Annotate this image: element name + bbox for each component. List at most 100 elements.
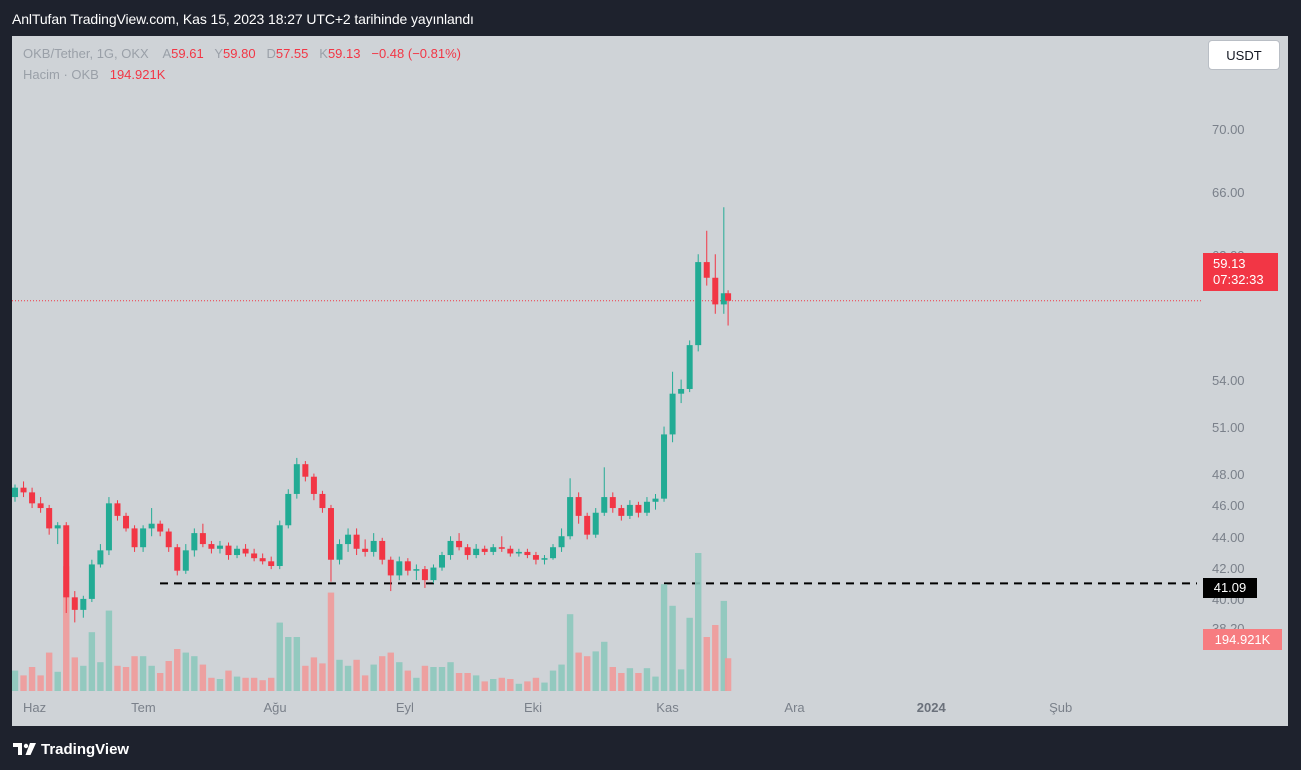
low-value: 57.55 [275, 46, 309, 61]
volume-bar [268, 677, 275, 691]
price-axis-label: 66.00 [1212, 185, 1245, 201]
volume-bar [259, 680, 266, 691]
candle-body [140, 528, 147, 548]
candle-body [165, 531, 172, 548]
candle-body [174, 547, 181, 571]
symbol-info[interactable]: OKB/Tether, 1G, OKX [23, 46, 149, 61]
candle-body [550, 547, 557, 559]
candle-body [216, 545, 223, 549]
price-axis-label: 42.00 [1212, 561, 1245, 577]
footer: TradingView [12, 739, 129, 759]
candle-body [618, 508, 625, 516]
volume-bar [174, 649, 181, 691]
last-price: 59.13 [1213, 256, 1246, 271]
brand-name[interactable]: TradingView [41, 740, 130, 758]
candle-body [208, 544, 215, 549]
volume-label[interactable]: Hacim · OKB [23, 67, 99, 82]
open-label: A [162, 46, 172, 61]
candle-body [490, 547, 497, 552]
volume-legend: Hacim · OKB 194.921K [23, 67, 165, 82]
candle-body [686, 345, 693, 389]
candle-body [421, 569, 428, 581]
volume-bar [379, 656, 386, 691]
volume-bar [430, 667, 437, 691]
time-axis-label: Ağu [263, 700, 287, 715]
tradingview-logo-icon[interactable] [12, 741, 38, 757]
volume-badge: 194.921K [1203, 629, 1282, 650]
candle-body [97, 550, 104, 565]
price-axis-label: 70.00 [1212, 122, 1245, 138]
volume-bar [575, 652, 582, 691]
volume-bar [515, 683, 523, 691]
volume-bar [156, 673, 164, 691]
candle-body [635, 504, 642, 513]
candle-body [601, 497, 608, 513]
candle-body [584, 515, 591, 535]
candle-body [507, 548, 514, 554]
candle-body [532, 555, 539, 560]
candle-body [353, 534, 360, 549]
candle-body [191, 533, 198, 551]
candle-body [20, 487, 27, 493]
candle-body [276, 525, 283, 567]
candle-body [131, 528, 138, 548]
price-axis-label: 54.00 [1212, 373, 1245, 389]
volume-bar [97, 662, 104, 691]
time-axis-label: 2024 [916, 700, 946, 715]
candle-body [259, 558, 266, 562]
candle-body [413, 569, 420, 571]
candle-body [71, 597, 78, 610]
volume-bar [507, 679, 514, 691]
open-value: 59.61 [171, 46, 204, 61]
candle-body [302, 464, 309, 477]
price-axis-label: 46.00 [1212, 498, 1245, 514]
volume-bar [472, 675, 480, 691]
volume-bar [541, 682, 548, 691]
candle-body [592, 512, 599, 535]
candle-body [225, 545, 232, 556]
volume-bar [225, 670, 232, 691]
volume-bar [703, 637, 710, 691]
time-axis-label: Kas [656, 700, 679, 715]
volume-bar [63, 566, 70, 691]
volume-bar [71, 657, 78, 691]
volume-bar [276, 622, 283, 691]
candle-body [652, 498, 659, 502]
volume-bar [566, 614, 574, 691]
candle-body [379, 540, 386, 560]
candle-body [46, 508, 53, 529]
price-chart[interactable] [12, 36, 1288, 726]
volume-bar [396, 662, 403, 691]
volume-bar [191, 656, 198, 691]
volume-bar [131, 656, 138, 691]
price-axis-label: 48.00 [1212, 467, 1245, 483]
time-axis-label: Haz [23, 700, 47, 715]
volume-bar [712, 625, 719, 691]
candle-body [473, 548, 480, 556]
volume-bar [216, 679, 224, 691]
low-label: D [266, 46, 276, 61]
candle-body [567, 497, 574, 537]
chart-panel[interactable]: OKB/Tether, 1G, OKX A59.61 Y59.80 D57.55… [12, 36, 1288, 726]
candle-body [404, 561, 411, 571]
volume-bar [45, 652, 53, 691]
volume-bar [361, 675, 369, 691]
time-axis-label: Eki [523, 700, 542, 715]
currency-button[interactable]: USDT [1208, 40, 1280, 70]
candle-body [456, 540, 463, 548]
volume-bar [549, 670, 557, 691]
candle-body [182, 550, 189, 571]
bar-countdown: 07:32:33 [1213, 272, 1264, 287]
candle-body [558, 536, 565, 548]
candle-body [251, 553, 258, 559]
candle-body [481, 548, 488, 552]
candle-body [712, 277, 719, 305]
volume-bar [242, 677, 249, 691]
candle-body [285, 493, 292, 526]
high-value: 59.80 [223, 46, 256, 61]
candle-body [148, 523, 155, 529]
candle-body [345, 534, 352, 545]
volume-bar [20, 675, 27, 691]
candle-body [464, 547, 471, 556]
volume-bar [208, 677, 215, 691]
